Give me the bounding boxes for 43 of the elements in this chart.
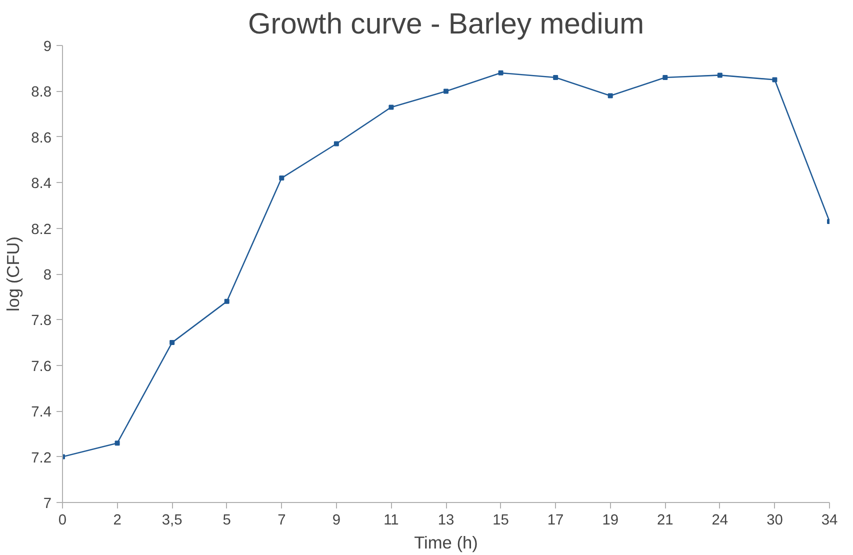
y-axis-title: log (CFU) bbox=[3, 236, 24, 312]
x-axis-title: Time (h) bbox=[414, 532, 478, 552]
y-tick-label: 7 bbox=[43, 496, 52, 512]
point bbox=[772, 77, 778, 82]
y-tick-label: 7.4 bbox=[31, 404, 52, 421]
x-tick-label: 19 bbox=[602, 512, 619, 528]
x-tick-label: 24 bbox=[712, 512, 728, 528]
point bbox=[279, 176, 284, 181]
y-tick-label: 8.2 bbox=[31, 222, 52, 238]
x-tick-label: 7 bbox=[278, 512, 286, 528]
point bbox=[334, 141, 339, 146]
chart-title: Growth curve - Barley medium bbox=[248, 8, 644, 40]
x-tick-label: 21 bbox=[656, 512, 674, 528]
point bbox=[608, 93, 613, 98]
point bbox=[114, 440, 120, 446]
y-tick-label: 8.6 bbox=[31, 130, 52, 146]
point bbox=[662, 74, 668, 80]
point bbox=[498, 70, 504, 76]
x-tick-label: 34 bbox=[821, 512, 838, 528]
point bbox=[170, 340, 175, 346]
x-tick-label: 0 bbox=[58, 512, 67, 528]
y-tick-label: 7.6 bbox=[31, 358, 52, 375]
x-tick-label: 11 bbox=[384, 512, 399, 528]
point bbox=[444, 88, 448, 94]
y-tick-label: 8.8 bbox=[31, 84, 52, 101]
y-tick-label: 9 bbox=[43, 39, 52, 55]
y-tick-label: 8.4 bbox=[31, 176, 52, 192]
y-tick-label: 7.8 bbox=[31, 313, 52, 330]
point bbox=[553, 74, 558, 80]
x-tick-label: 5 bbox=[222, 512, 231, 528]
x-tick-label: 3,5 bbox=[162, 512, 182, 528]
line-series bbox=[62, 70, 830, 460]
point bbox=[224, 298, 230, 304]
x-tick-label: 9 bbox=[332, 512, 341, 528]
x-tick-label: 15 bbox=[492, 512, 509, 528]
x-tick-label: 17 bbox=[547, 512, 564, 528]
y-tick-label: 7.2 bbox=[31, 450, 52, 466]
point bbox=[717, 72, 722, 78]
x-tick-label: 30 bbox=[766, 512, 783, 528]
y-tick-label: 8 bbox=[43, 268, 52, 284]
x-tick-label: 13 bbox=[438, 512, 454, 528]
point bbox=[388, 104, 394, 110]
x-tick-label: 2 bbox=[113, 512, 122, 528]
